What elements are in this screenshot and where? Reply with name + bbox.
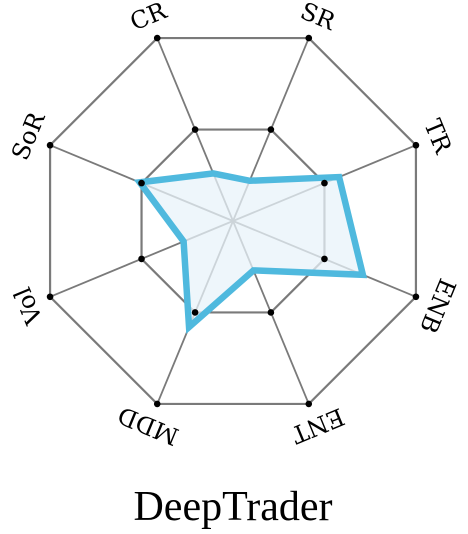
- radar-vertex-vol-1: [138, 255, 145, 263]
- radar-series-layer: [46, 34, 420, 408]
- radar-vertex-enb-1: [321, 255, 328, 263]
- radar-vertex-mdd-2: [153, 400, 161, 408]
- axis-label-sor: SoR: [6, 107, 51, 164]
- radar-vertex-sor-2: [46, 141, 54, 149]
- radar-vertex-ent-2: [305, 400, 313, 408]
- radar-vertex-sor-1: [138, 179, 145, 187]
- axis-label-enb: ENB: [414, 274, 461, 337]
- radar-vertex-vol-2: [46, 293, 54, 301]
- axis-label-mdd: MDD: [114, 401, 183, 451]
- radar-vertex-sr-1: [267, 126, 275, 133]
- axis-label-vol: Vol: [8, 283, 49, 329]
- radar-vertex-sr-2: [305, 34, 313, 42]
- radar-vertex-cr-1: [191, 126, 199, 133]
- chart-title: DeepTrader: [133, 484, 332, 530]
- radar-vertex-cr-2: [153, 34, 161, 42]
- radar-series-1: [133, 170, 368, 334]
- radar-vertex-enb-2: [412, 293, 420, 301]
- axis-label-sr: SR: [296, 0, 339, 36]
- radar-vertex-tr-1: [321, 179, 328, 187]
- radar-vertex-mdd-1: [191, 309, 199, 316]
- axis-label-cr: CR: [126, 0, 171, 36]
- axis-label-tr: TR: [418, 115, 457, 158]
- radar-vertex-tr-2: [412, 141, 420, 149]
- axis-label-ent: ENT: [287, 402, 348, 449]
- radar-vertex-ent-1: [267, 309, 275, 316]
